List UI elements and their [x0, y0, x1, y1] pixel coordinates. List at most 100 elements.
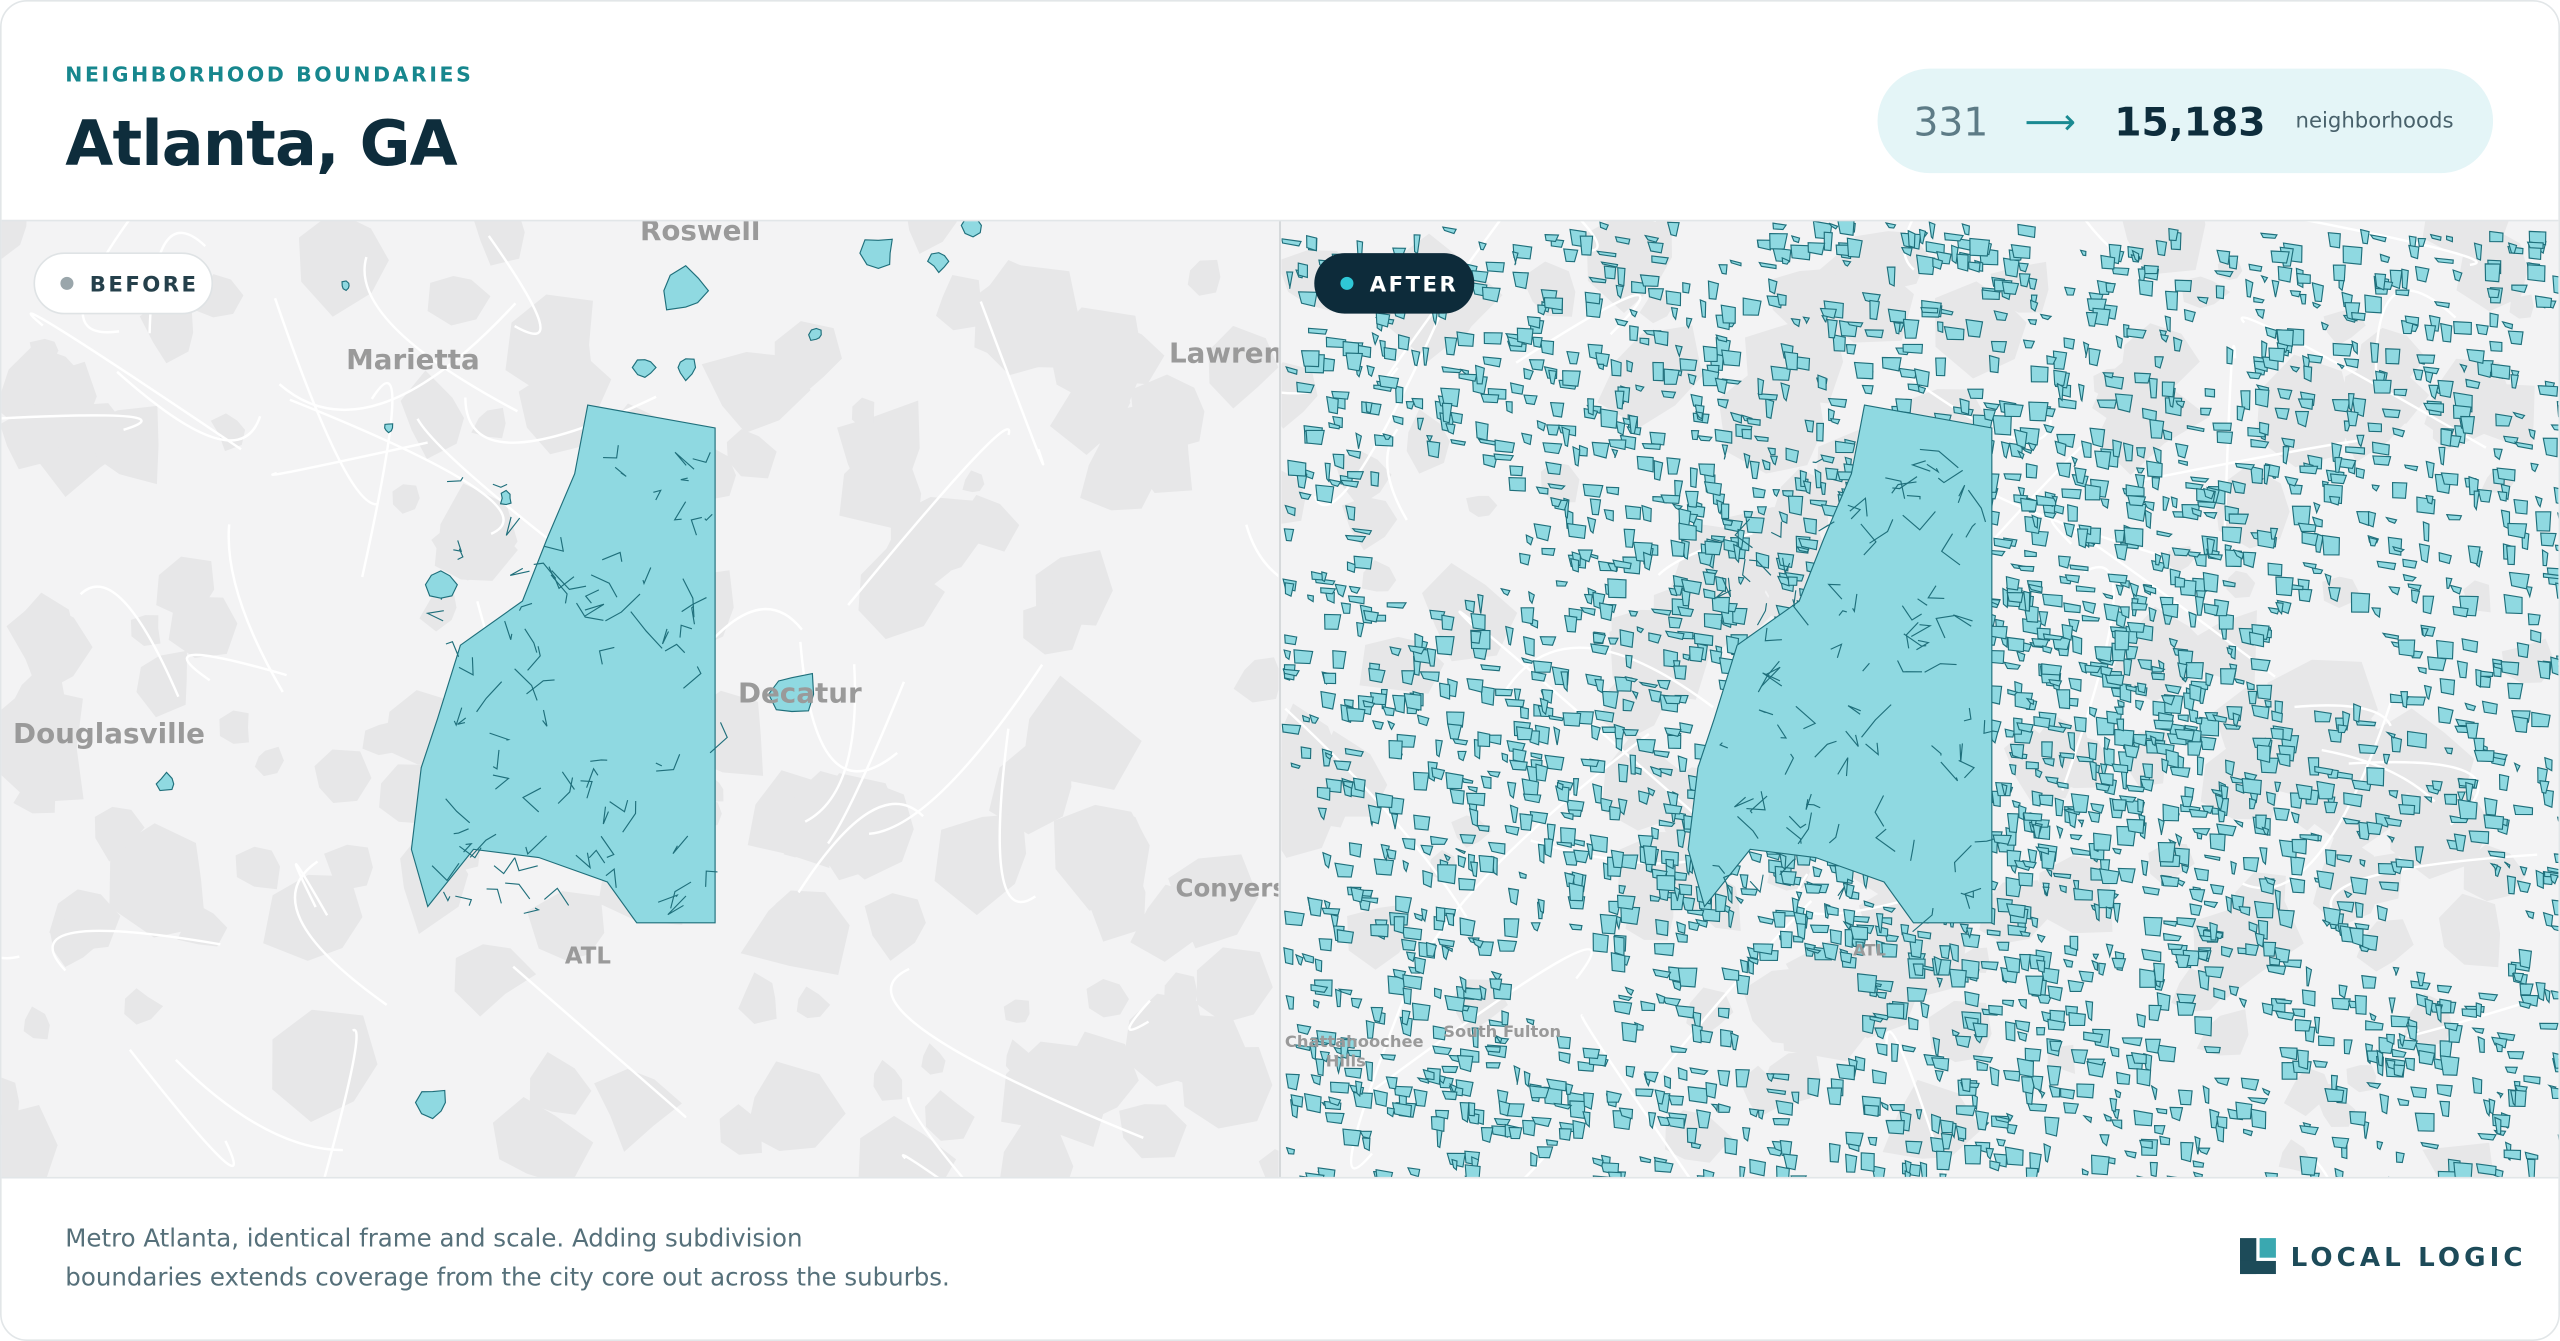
neighborhood: [1607, 578, 1627, 599]
terrain-patch: [1281, 362, 1318, 429]
neighborhood: [1956, 253, 1969, 272]
neighborhood: [2385, 348, 2401, 365]
neighborhood: [1340, 1038, 1350, 1059]
neighborhood: [1742, 297, 1762, 316]
neighborhood: [2266, 964, 2287, 976]
neighborhood: [2242, 1128, 2254, 1137]
neighborhood: [1871, 1069, 1887, 1085]
neighborhood: [1680, 578, 1702, 595]
neighborhood: [1727, 908, 1735, 929]
terrain-patch: [1000, 1120, 1074, 1178]
neighborhood: [1885, 933, 1900, 942]
neighborhood: [1987, 1004, 2003, 1016]
neighborhood: [2489, 230, 2504, 243]
neighborhood: [2056, 462, 2072, 479]
boundary: [670, 881, 692, 909]
terrain-patch: [2478, 384, 2535, 445]
boundary: [584, 589, 600, 604]
neighborhood: [2074, 467, 2087, 485]
neighborhood: [2294, 410, 2310, 428]
neighborhood: [2084, 484, 2101, 501]
boundary: [1983, 720, 1994, 735]
neighborhood: [2078, 970, 2094, 983]
neighborhood: [1588, 276, 1607, 284]
neighborhood: [1297, 262, 1309, 279]
boundary: [1963, 707, 1972, 722]
neighborhood: [1501, 1010, 1510, 1026]
neighborhood: [1902, 343, 1924, 354]
terrain-patch: [272, 1009, 378, 1122]
boundary: [1891, 481, 1917, 494]
neighborhood: [1757, 915, 1775, 925]
neighborhood: [2390, 735, 2403, 753]
neighborhood: [1509, 465, 1524, 477]
neighborhood: [1882, 906, 1897, 913]
terrain-patch: [1005, 1039, 1038, 1076]
neighborhood: [2034, 768, 2043, 779]
boundary: [1845, 878, 1854, 895]
neighborhood: [2162, 803, 2180, 822]
neighborhood: [1586, 842, 1594, 860]
neighborhood: [2381, 408, 2401, 419]
neighborhood: [2437, 706, 2454, 724]
stat-arrow: ⟶: [2024, 102, 2075, 143]
neighborhood: [2261, 1087, 2271, 1096]
neighborhood: [2550, 990, 2559, 1000]
neighborhood: [1660, 494, 1681, 505]
neighborhood: [2035, 846, 2050, 855]
neighborhood: [1480, 1126, 1494, 1144]
neighborhood: [2245, 278, 2254, 298]
neighborhood: [2324, 1087, 2345, 1103]
neighborhood: [1932, 257, 1944, 270]
neighborhood: [1460, 777, 1474, 784]
boundary: [1845, 730, 1859, 747]
boundary: [1931, 745, 1942, 756]
neighborhood: [2042, 645, 2053, 654]
terrain-patch: [2356, 919, 2414, 972]
neighborhood: [1371, 720, 1385, 730]
neighborhood: [1420, 844, 1434, 856]
terrain-patch: [2364, 708, 2475, 806]
terrain-patch: [235, 846, 280, 890]
boundary: [1897, 660, 1923, 673]
neighborhood: [1316, 786, 1331, 801]
neighborhood: [2144, 509, 2152, 530]
boundary: [683, 666, 702, 689]
neighborhood: [1651, 255, 1669, 265]
neighborhood: [1467, 785, 1478, 793]
neighborhood: [2427, 656, 2447, 672]
boundary: [1818, 521, 1835, 532]
neighborhood: [2069, 935, 2079, 951]
neighborhood: [1655, 992, 1666, 1004]
neighborhood: [1416, 417, 1425, 431]
neighborhood: [1735, 1068, 1750, 1088]
neighborhood: [2112, 439, 2123, 458]
neighborhood: [2338, 984, 2348, 999]
neighborhood: [2508, 571, 2530, 590]
neighborhood: [2191, 507, 2202, 518]
neighborhood: [2111, 1109, 2120, 1120]
neighborhood: [1386, 602, 1408, 609]
neighborhood: [2006, 812, 2020, 834]
neighborhood: [2238, 997, 2247, 1009]
neighborhood: [2327, 729, 2343, 743]
neighborhood: [1392, 694, 1406, 714]
neighborhood: [1746, 417, 1761, 426]
neighborhood: [2359, 944, 2370, 953]
neighborhood: [2510, 374, 2519, 389]
neighborhood: [1617, 267, 1626, 287]
neighborhood: [1819, 481, 1827, 496]
neighborhood: [1729, 411, 1743, 424]
neighborhood: [1673, 585, 1684, 596]
neighborhood: [2098, 962, 2107, 976]
neighborhood: [1672, 885, 1681, 902]
road: [1903, 220, 1915, 271]
neighborhood: [1583, 1092, 1595, 1110]
terrain-patch: [1187, 259, 1221, 296]
neighborhood: [2391, 1048, 2407, 1058]
neighborhood: [2053, 369, 2067, 387]
neighborhood: [1432, 1025, 1447, 1041]
neighborhood: [2328, 586, 2341, 603]
neighborhood: [2436, 984, 2453, 994]
